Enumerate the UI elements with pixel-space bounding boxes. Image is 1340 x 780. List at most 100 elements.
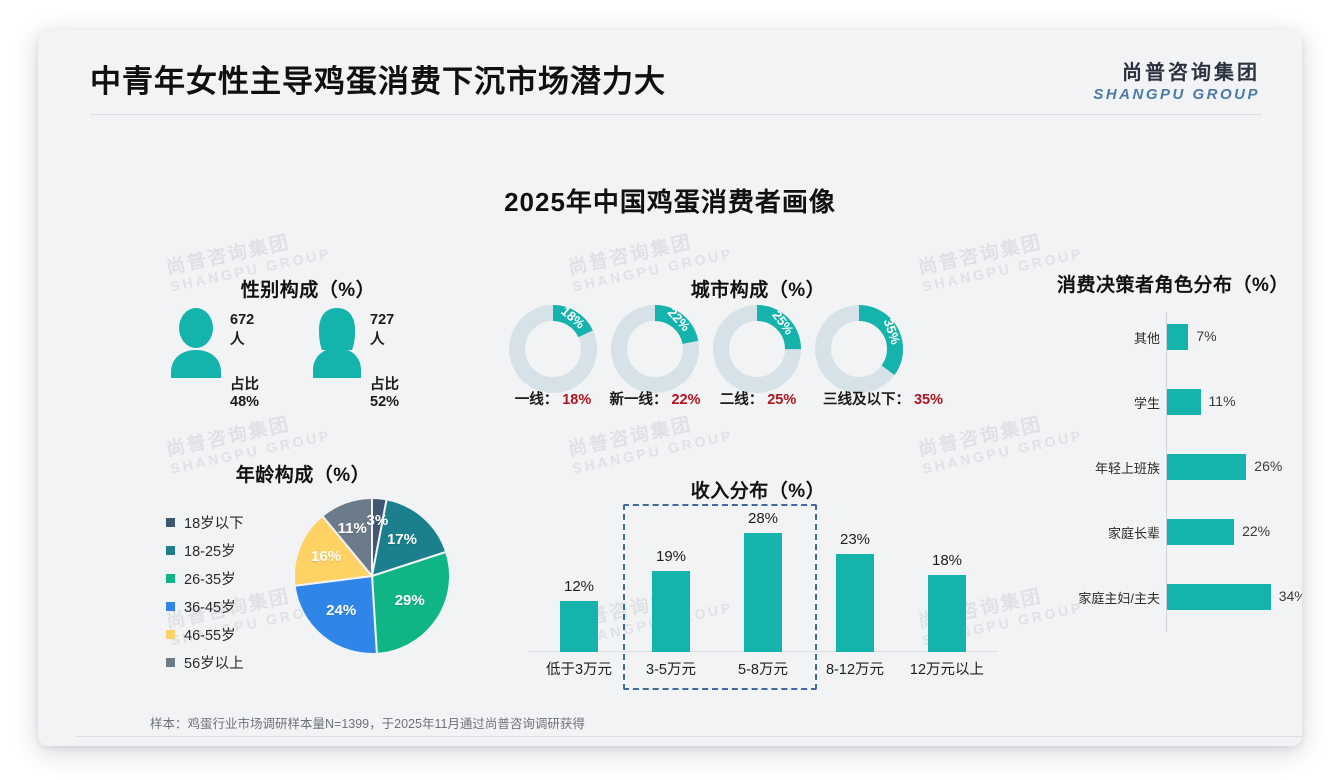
role-bar-1 — [1167, 324, 1189, 350]
age-pie-slice-2 — [370, 498, 448, 578]
income-bar-rect-1 — [560, 600, 598, 652]
city-donut-caption-2: 新一线： 22% — [590, 388, 720, 409]
role-row-4: 家庭长辈 22% — [1048, 519, 1298, 545]
infographic-card: 尚普咨询集团 SHANGPU GROUP 尚普咨询集团 SHANGPU GROU… — [38, 30, 1302, 746]
brand-logo: 尚普咨询集团 SHANGPU GROUP — [1093, 56, 1260, 103]
age-pie-slice-3 — [370, 550, 451, 655]
watermark: 尚普咨询集团 SHANGPU GROUP — [566, 414, 735, 477]
age-pie-chart: 3% 17% 29% 24% 16% 11% — [292, 496, 452, 656]
age-legend-label-1: 18岁以下 — [184, 515, 244, 532]
city-label-2: 新一线： — [609, 392, 668, 408]
city-value-1: 18% — [558, 392, 592, 408]
role-row-3: 年轻上班族 26% — [1048, 454, 1298, 480]
age-legend-item-1[interactable]: 18岁以下 — [166, 508, 244, 536]
female-share: 占比52% — [370, 377, 400, 410]
income-category-1: 低于3万元 — [545, 662, 613, 678]
age-legend-item-4[interactable]: 36-45岁 — [166, 592, 244, 620]
age-legend-item-6[interactable]: 56岁以上 — [166, 648, 244, 676]
age-legend-swatch-6 — [166, 657, 175, 667]
role-row-5: 家庭主妇/主夫 34% — [1048, 584, 1302, 610]
income-value-2: 19% — [655, 547, 687, 565]
role-label-4: 家庭长辈 — [1107, 526, 1160, 541]
income-section-title: 收入分布（%） — [690, 481, 826, 502]
age-section-title: 年龄构成（%） — [235, 465, 371, 486]
income-category-3: 5-8万元 — [738, 662, 788, 678]
age-legend: 18岁以下 18-25岁 26-35岁 36-45岁 46-55岁 56岁以上 — [166, 508, 244, 676]
role-label-1: 其他 — [1133, 331, 1160, 346]
role-value-1: 7% — [1196, 328, 1217, 344]
age-legend-label-2: 18-25岁 — [184, 543, 236, 560]
gender-female-stats: 727人 占比52% — [370, 312, 399, 410]
role-value-4: 22% — [1242, 523, 1271, 539]
role-label-3: 年轻上班族 — [1094, 461, 1160, 476]
income-bar-2 — [628, 570, 714, 652]
city-donut-caption-3: 二线： 25% — [698, 388, 818, 409]
income-bar-rect-2 — [652, 570, 690, 652]
page-title: 中青年女性主导鸡蛋消费下沉市场潜力大 — [90, 64, 666, 99]
age-legend-swatch-3 — [166, 573, 175, 583]
income-value-5: 18% — [931, 552, 963, 570]
role-row-1: 其他 7% — [1048, 324, 1298, 350]
role-bar-2 — [1167, 389, 1201, 415]
age-legend-swatch-5 — [166, 629, 175, 639]
logo-english-name: SHANGPU GROUP — [1093, 86, 1260, 103]
age-legend-item-2[interactable]: 18-25岁 — [166, 536, 244, 564]
header-divider — [90, 114, 1262, 115]
city-donut-1: 18% — [506, 302, 600, 396]
age-legend-label-5: 46-55岁 — [184, 627, 236, 644]
city-label-1: 一线： — [514, 392, 559, 408]
age-pie-slice-6 — [320, 496, 373, 579]
age-legend-swatch-2 — [166, 545, 175, 555]
city-label-3: 二线： — [719, 392, 764, 408]
age-pie-label-6: 11% — [337, 520, 367, 538]
age-pie-label-5: 16% — [311, 548, 342, 566]
age-legend-item-5[interactable]: 46-55岁 — [166, 620, 244, 648]
income-value-4: 23% — [839, 530, 871, 548]
header: 中青年女性主导鸡蛋消费下沉市场潜力大 尚普咨询集团 SHANGPU GROUP — [38, 30, 1302, 115]
age-legend-label-3: 26-35岁 — [184, 571, 236, 588]
income-bar-3 — [720, 532, 806, 652]
chart-subtitle: 2025年中国鸡蛋消费者画像 — [504, 187, 836, 217]
logo-chinese-name: 尚普咨询集团 — [1122, 62, 1260, 84]
male-count: 672人 — [230, 312, 255, 348]
city-donut-caption-1: 一线： 18% — [493, 388, 613, 409]
sample-note: 样本：鸡蛋行业市场调研样本量N=1399，于2025年11月通过尚普咨询调研获得 — [150, 717, 585, 731]
city-value-4: 35% — [909, 392, 944, 408]
role-bar-3 — [1167, 454, 1247, 480]
income-bar-rect-3 — [744, 532, 782, 652]
income-category-5: 12万元以上 — [909, 662, 985, 678]
role-value-3: 26% — [1254, 458, 1283, 474]
income-bar-chart: 12% 低于3万元 19% 3-5万元 28% 5-8万元 23% 8-12万元 18% 12万元… — [528, 504, 998, 690]
city-section-title: 城市构成（%） — [690, 280, 826, 301]
city-donut-caption-4: 三线及以下： 35% — [798, 388, 968, 409]
role-label-5: 家庭主妇/主夫 — [1078, 591, 1160, 606]
role-bar-4 — [1167, 519, 1235, 545]
income-bar-1 — [536, 600, 622, 652]
city-value-3: 25% — [763, 392, 797, 408]
roles-section-title: 消费决策者角色分布（%） — [1057, 275, 1289, 296]
role-row-2: 学生 11% — [1048, 389, 1298, 415]
age-legend-label-6: 56岁以上 — [184, 655, 244, 672]
income-bar-rect-5 — [928, 575, 966, 652]
age-pie-label-2: 17% — [386, 530, 417, 548]
roles-axis-line — [1166, 312, 1167, 632]
income-highlight-box — [623, 504, 817, 690]
roles-bar-chart: 其他 7% 学生 11% 年轻上班族 26% 家庭长辈 22% 家庭主妇/主夫 34% — [1048, 312, 1302, 632]
income-category-4: 8-12万元 — [825, 662, 885, 678]
age-legend-item-3[interactable]: 26-35岁 — [166, 564, 244, 592]
city-donut-3: 25% — [710, 302, 804, 396]
role-bar-5 — [1167, 584, 1271, 610]
role-label-2: 学生 — [1133, 396, 1160, 411]
footer-divider — [76, 736, 1302, 737]
income-bar-4 — [812, 553, 898, 652]
income-bar-5 — [904, 575, 990, 652]
female-count: 727人 — [370, 312, 395, 348]
male-icon — [168, 308, 224, 383]
age-pie-slice-5 — [293, 514, 374, 587]
age-pie-label-3: 29% — [394, 592, 425, 610]
city-donut-2: 22% — [608, 302, 702, 396]
age-legend-label-4: 36-45岁 — [184, 599, 236, 616]
city-label-4: 三线及以下： — [822, 392, 910, 408]
age-pie-label-1: 3% — [366, 511, 389, 529]
gender-male-stats: 672人 占比48% — [230, 312, 259, 410]
